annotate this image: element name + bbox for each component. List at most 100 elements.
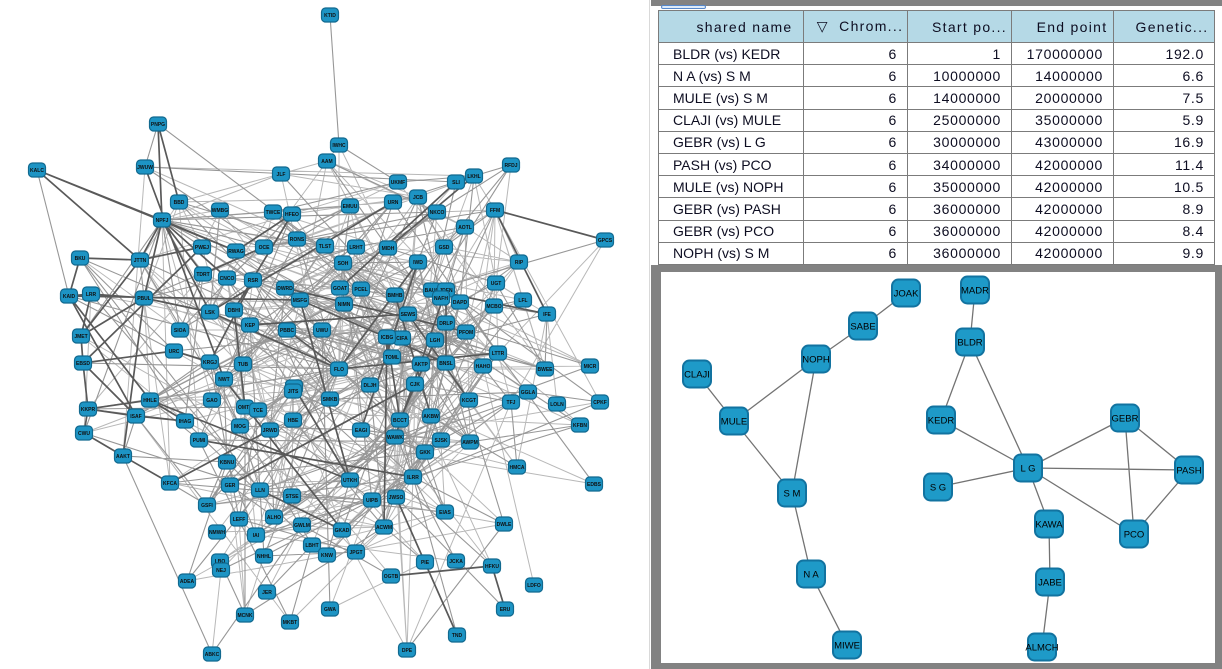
svg-text:PIE: PIE (421, 560, 430, 566)
svg-text:IAI: IAI (253, 533, 260, 539)
svg-text:HMCA: HMCA (510, 465, 525, 471)
svg-text:TUB: TUB (238, 362, 249, 368)
svg-text:NPFJ: NPFJ (156, 218, 169, 224)
svg-text:MSFG: MSFG (293, 298, 308, 304)
svg-text:JLF: JLF (277, 172, 286, 178)
svg-text:NAFH: NAFH (434, 296, 448, 302)
svg-text:ISAF: ISAF (130, 414, 141, 420)
svg-text:JOAK: JOAK (894, 288, 919, 299)
svg-text:IWD: IWD (413, 260, 423, 266)
svg-text:LOLN: LOLN (550, 402, 564, 408)
svg-text:FLO: FLO (334, 367, 344, 373)
svg-text:JRWD: JRWD (263, 428, 278, 434)
svg-text:IWHC: IWHC (332, 143, 346, 149)
svg-text:GWA: GWA (324, 607, 336, 613)
svg-text:GKAD: GKAD (335, 528, 350, 534)
svg-text:GAO: GAO (206, 398, 218, 404)
svg-text:EMUU: EMUU (343, 204, 358, 210)
svg-text:MIWE: MIWE (834, 640, 860, 651)
svg-text:ERU: ERU (500, 607, 511, 613)
svg-text:KCGT: KCGT (462, 398, 476, 404)
svg-text:SOH: SOH (338, 261, 349, 267)
svg-text:GOAT: GOAT (333, 286, 347, 292)
svg-text:NKCO: NKCO (430, 210, 445, 216)
svg-text:L G: L G (1021, 463, 1036, 474)
svg-text:DWRD: DWRD (277, 286, 293, 292)
svg-text:PFOM: PFOM (459, 330, 473, 336)
svg-text:PCEL: PCEL (354, 287, 367, 293)
svg-text:JCB: JCB (413, 195, 423, 201)
svg-text:LFL: LFL (518, 298, 527, 304)
svg-text:OGTB: OGTB (384, 574, 399, 580)
svg-text:LRHT: LRHT (349, 245, 362, 251)
svg-text:MADR: MADR (961, 285, 989, 296)
svg-text:TLST: TLST (319, 244, 332, 250)
svg-text:KAID: KAID (63, 294, 76, 300)
svg-text:S G: S G (930, 482, 946, 493)
svg-text:EAGI: EAGI (355, 428, 368, 434)
svg-text:LKHL: LKHL (467, 174, 480, 180)
svg-text:KFBN: KFBN (573, 423, 587, 429)
svg-text:MCNK: MCNK (238, 613, 253, 619)
svg-text:AOTL: AOTL (458, 225, 472, 231)
svg-text:LBO: LBO (215, 559, 226, 565)
svg-text:UWU: UWU (316, 328, 328, 334)
svg-text:RFDJ: RFDJ (504, 163, 517, 169)
svg-text:TCE: TCE (253, 408, 264, 414)
svg-text:URN: URN (388, 200, 399, 206)
svg-text:DPE: DPE (402, 648, 413, 654)
svg-text:IFE: IFE (543, 312, 551, 318)
svg-text:PUMI: PUMI (193, 438, 206, 444)
svg-text:PWEJ: PWEJ (195, 245, 209, 251)
svg-text:KTID: KTID (324, 13, 336, 19)
svg-text:ALMCH: ALMCH (1025, 642, 1058, 653)
svg-text:PBUL: PBUL (137, 296, 151, 302)
svg-text:HAHO: HAHO (476, 364, 491, 370)
svg-text:NEJ: NEJ (216, 568, 226, 574)
svg-text:BWEE: BWEE (538, 367, 554, 373)
svg-text:UGT: UGT (491, 281, 502, 287)
svg-text:DAPD: DAPD (453, 300, 468, 306)
svg-text:BAUG: BAUG (425, 288, 440, 294)
svg-text:BNSL: BNSL (439, 361, 453, 367)
svg-text:BMHB: BMHB (388, 293, 403, 299)
svg-text:HHLE: HHLE (143, 398, 157, 404)
svg-text:BLDR: BLDR (957, 337, 982, 348)
svg-text:TWCE: TWCE (266, 210, 281, 216)
svg-text:JABE: JABE (1038, 577, 1062, 588)
svg-text:HFEO: HFEO (285, 212, 299, 218)
svg-text:ACWM: ACWM (376, 525, 392, 531)
svg-text:JTTN: JTTN (134, 258, 147, 264)
svg-text:PNPG: PNPG (151, 122, 165, 128)
svg-text:KKPR: KKPR (81, 407, 96, 413)
svg-text:GPCS: GPCS (598, 238, 613, 244)
svg-text:KNW: KNW (321, 553, 333, 559)
svg-text:SJSK: SJSK (434, 438, 447, 444)
svg-text:KFCA: KFCA (163, 481, 177, 487)
svg-text:ALHO: ALHO (267, 515, 281, 521)
svg-text:KEDR: KEDR (928, 415, 955, 426)
svg-text:TOML: TOML (385, 355, 399, 361)
svg-text:KAWA: KAWA (1035, 519, 1063, 530)
svg-text:RWAG: RWAG (228, 249, 244, 255)
svg-text:NMWH: NMWH (209, 530, 225, 536)
svg-text:JWSO: JWSO (389, 495, 404, 501)
svg-text:AKBW: AKBW (423, 414, 439, 420)
svg-text:RONS: RONS (290, 237, 305, 243)
svg-text:AWPM: AWPM (462, 440, 478, 446)
svg-text:EIAS: EIAS (439, 510, 451, 516)
svg-text:GER: GER (225, 483, 236, 489)
svg-text:DBHI: DBHI (228, 308, 241, 314)
svg-text:CNCO: CNCO (220, 276, 235, 282)
svg-text:GSD: GSD (439, 245, 450, 251)
svg-text:LTTR: LTTR (492, 351, 505, 357)
svg-text:KBNU: KBNU (220, 460, 235, 466)
svg-text:CWU: CWU (78, 431, 90, 437)
svg-text:RSR: RSR (248, 278, 259, 284)
svg-text:CIFA: CIFA (396, 336, 408, 342)
svg-text:N A: N A (803, 569, 819, 580)
svg-text:BBD: BBD (174, 200, 185, 206)
svg-text:JER: JER (262, 590, 272, 596)
svg-text:DRLP: DRLP (439, 321, 453, 327)
svg-text:HFKU: HFKU (485, 564, 499, 570)
